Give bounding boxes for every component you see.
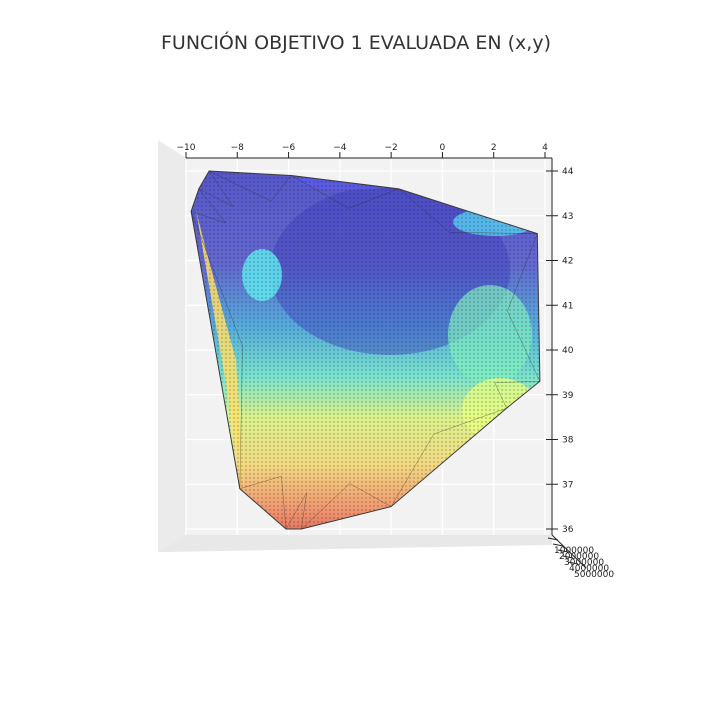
facet-edge — [285, 492, 307, 530]
x-tick-label: −10 — [177, 143, 196, 153]
chart-title: FUNCIÓN OBJETIVO 1 EVALUADA EN (x,y) — [161, 32, 551, 54]
facet-edge — [390, 407, 507, 507]
facet-edge — [191, 188, 227, 224]
facet-edge — [398, 188, 538, 234]
y-tick-label: 40 — [562, 346, 574, 356]
z-tick-label: 2000000 — [559, 552, 599, 562]
z-tick-label: 5000000 — [574, 570, 614, 580]
facet-edge — [507, 233, 541, 382]
y-tick-label: 41 — [562, 301, 573, 311]
y-tick-label: 44 — [562, 167, 574, 177]
x-tick-label: 0 — [440, 143, 446, 153]
x-tick-label: 2 — [491, 143, 497, 153]
x-tick-label: −8 — [231, 143, 245, 153]
y-tick-label: 39 — [562, 391, 574, 401]
y-tick-label: 38 — [562, 436, 574, 446]
y-tick-label: 43 — [562, 212, 573, 222]
surface-mesh — [190, 170, 541, 530]
z-tick-mark — [557, 549, 569, 553]
z-tick-mark — [552, 543, 564, 547]
facet-edge — [301, 483, 392, 530]
z-axis-line — [551, 534, 587, 569]
z-tick-label: 4000000 — [569, 564, 609, 574]
z-tick-label: 1000000 — [554, 546, 594, 556]
y-tick-label: 36 — [562, 525, 574, 535]
x-tick-label: −4 — [333, 143, 347, 153]
plot-pane-side — [158, 140, 186, 552]
facet-edge — [494, 381, 540, 409]
x-tick-label: −6 — [282, 143, 296, 153]
y-tick-label: 42 — [562, 257, 573, 267]
facet-edge — [291, 175, 399, 209]
y-axis-ticks: 44 43 42 41 40 39 38 37 36 — [546, 167, 574, 535]
x-tick-label: 4 — [542, 143, 548, 153]
x-axis-ticks: −10 −8 −6 −4 −2 0 2 4 — [177, 143, 548, 158]
z-tick-mark — [567, 561, 579, 565]
z-tick-label: 3000000 — [564, 558, 604, 568]
triangulation-facets — [190, 170, 541, 530]
facet-edge — [198, 170, 234, 207]
plot-pane-bottom — [158, 535, 552, 552]
facet-edge — [208, 170, 292, 202]
y-tick-label: 37 — [562, 480, 573, 490]
x-tick-label: −2 — [385, 143, 398, 153]
facet-edge — [190, 211, 243, 489]
z-tick-mark — [547, 537, 559, 541]
z-tick-mark — [562, 555, 574, 559]
facet-edge — [239, 475, 287, 530]
